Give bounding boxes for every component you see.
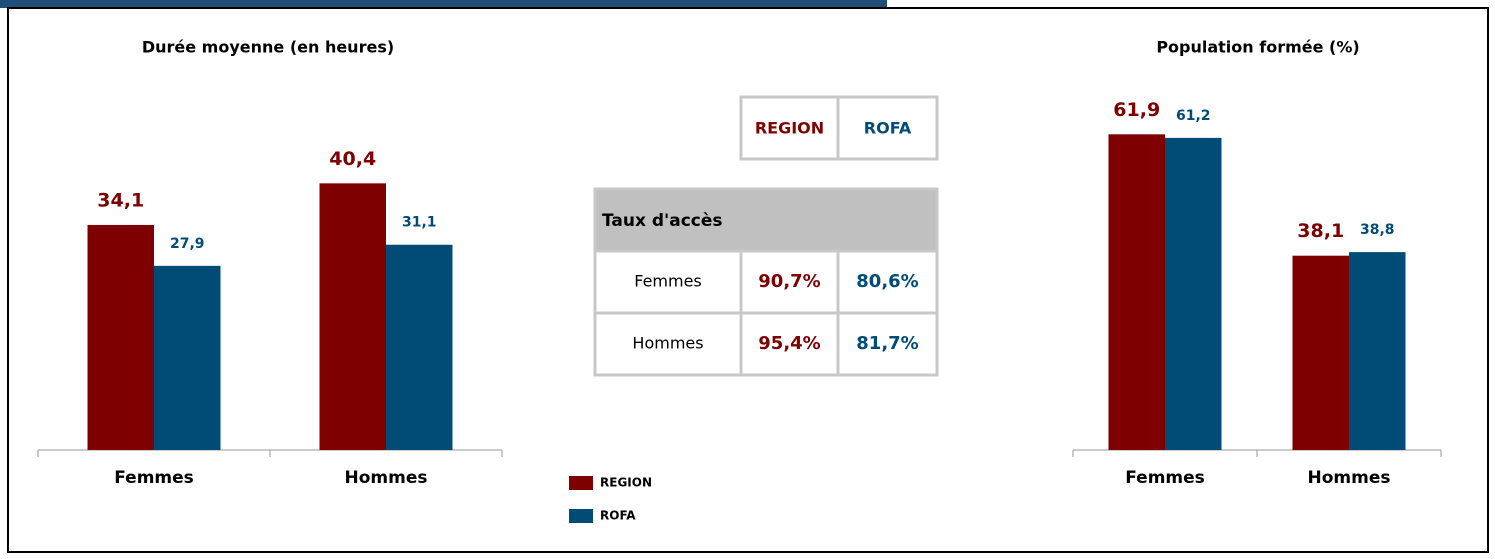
table-column-header: REGION (755, 119, 824, 138)
table-value: 81,7% (856, 333, 918, 354)
chart-title: Durée moyenne (en heures) (142, 38, 394, 57)
bar (1108, 134, 1165, 450)
data-label: 40,4 (329, 148, 376, 170)
table-value: 95,4% (758, 333, 820, 354)
bar (87, 224, 154, 450)
table-cell (836, 95, 939, 161)
table-cell (836, 249, 939, 315)
data-label: 31,1 (402, 215, 437, 231)
table-cell (593, 249, 743, 315)
table-column-header: ROFA (864, 119, 912, 138)
bar (154, 265, 221, 450)
legend-label: ROFA (600, 509, 636, 523)
table-value: 90,7% (758, 271, 820, 292)
top-strip (0, 0, 887, 8)
table-cell (836, 311, 939, 377)
legend-swatch (569, 509, 593, 523)
bar (319, 183, 386, 451)
data-label: 38,1 (1297, 220, 1344, 242)
chart-title: Population formée (%) (1156, 38, 1359, 57)
bar (1349, 252, 1406, 450)
x-tick-label: Femmes (1125, 468, 1205, 488)
legend-label: REGION (600, 476, 652, 490)
data-label: 34,1 (97, 189, 144, 211)
table-value: 80,6% (856, 271, 918, 292)
data-label: 61,2 (1176, 108, 1211, 124)
data-label: 38,8 (1360, 222, 1395, 238)
table-row-label: Hommes (632, 334, 703, 353)
table-title: Taux d'accès (602, 211, 723, 231)
frame (7, 7, 1489, 553)
bar (1292, 255, 1349, 450)
x-tick-label: Femmes (114, 468, 194, 488)
bar (1165, 137, 1222, 450)
x-tick-label: Hommes (345, 468, 428, 488)
table-row-label: Femmes (634, 272, 702, 291)
table-cell (593, 187, 939, 253)
x-tick-label: Hommes (1308, 468, 1391, 488)
legend-swatch (569, 476, 593, 490)
data-label: 27,9 (170, 236, 205, 252)
data-label: 61,9 (1113, 99, 1160, 121)
bar (386, 244, 453, 450)
